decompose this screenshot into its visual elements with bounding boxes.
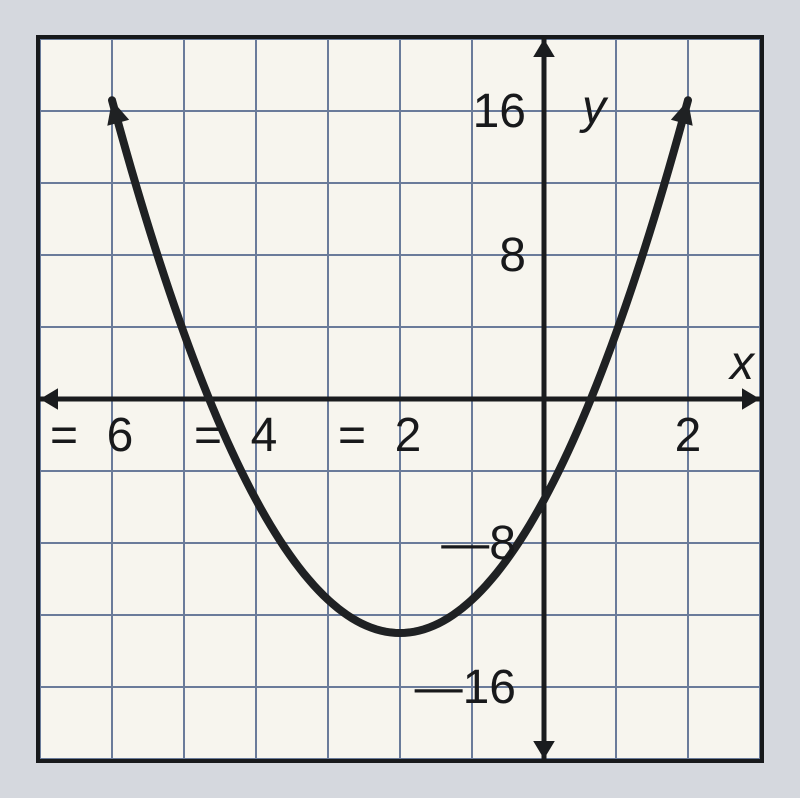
svg-text:y: y <box>579 81 609 134</box>
svg-text:6: 6 <box>107 409 134 462</box>
svg-text:—8: —8 <box>441 517 516 570</box>
svg-text:=: = <box>50 409 78 462</box>
svg-text:2: 2 <box>395 409 422 462</box>
svg-text:—16: —16 <box>415 661 516 714</box>
chart-frame: = 6 = 4 = 2 2 16 8 —8 —16 y x <box>36 35 764 763</box>
svg-text:16: 16 <box>473 85 526 138</box>
svg-text:4: 4 <box>251 409 278 462</box>
parabola-chart: = 6 = 4 = 2 2 16 8 —8 —16 y x <box>40 39 760 759</box>
svg-text:=: = <box>338 409 366 462</box>
svg-text:8: 8 <box>499 229 526 282</box>
svg-text:=: = <box>194 409 222 462</box>
svg-text:x: x <box>728 337 756 390</box>
svg-text:2: 2 <box>675 409 702 462</box>
